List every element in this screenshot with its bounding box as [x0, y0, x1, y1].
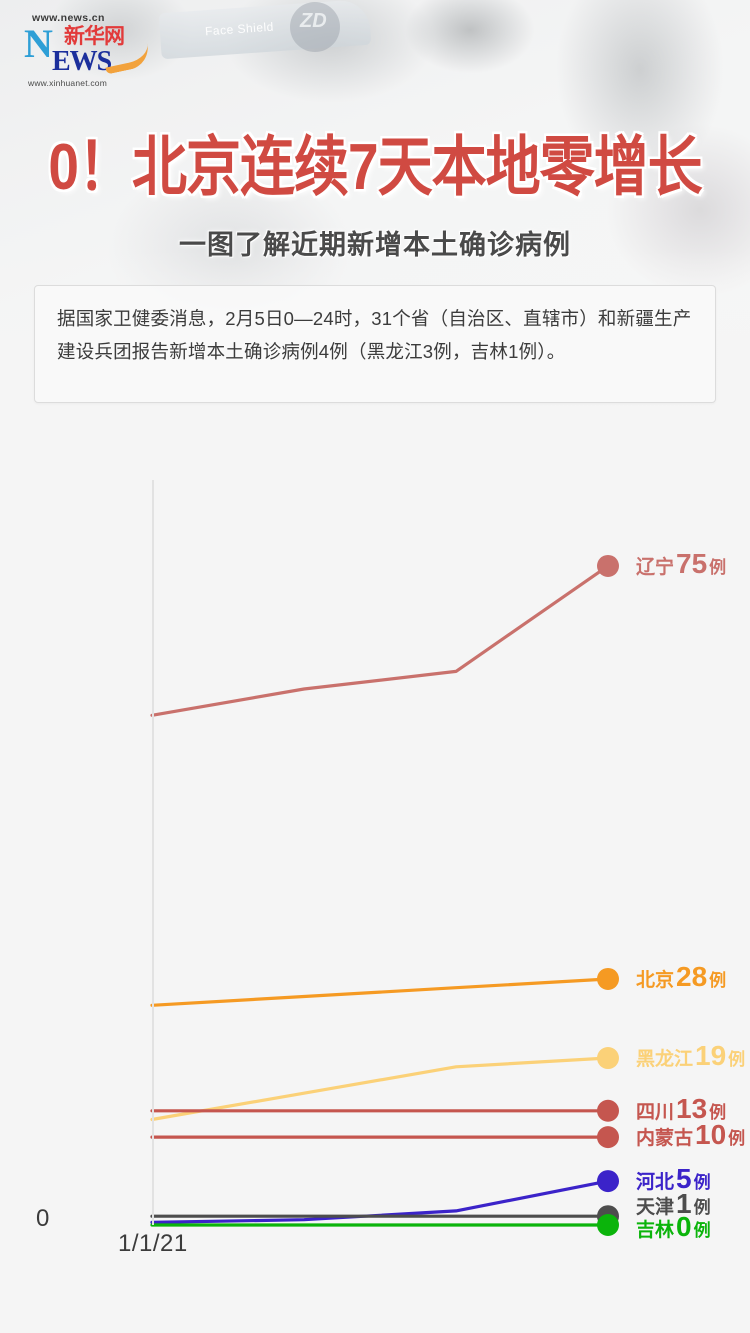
y-axis-line: [152, 480, 154, 1225]
series-unit: 例: [709, 970, 727, 990]
logo-chinese-name: 新华网: [64, 25, 125, 48]
series-endpoint-dot-2: [597, 1047, 619, 1070]
series-unit: 例: [728, 1129, 746, 1149]
page-title: 0！北京连续7天本地零增长: [48, 130, 702, 204]
series-label-河北: 河北5 例: [636, 1165, 711, 1193]
series-value: 0: [676, 1211, 692, 1242]
series-endpoint-dot-3: [597, 1099, 619, 1122]
logo-url-bottom: www.xinhuanet.com: [28, 78, 107, 88]
logo-letters-ews: EWS: [52, 46, 112, 77]
chart-plot-area: [150, 554, 619, 1236]
series-name: 吉林: [636, 1220, 675, 1241]
series-endpoint-dot-1: [597, 967, 619, 990]
series-endpoint-dot-5: [597, 1170, 619, 1193]
logo-url-top: www.news.cn: [32, 12, 105, 24]
summary-card: 据国家卫健委消息，2月5日0—24时，31个省（自治区、直辖市）和新疆生产建设兵…: [34, 285, 716, 403]
series-value: 1: [676, 1188, 692, 1220]
series-name: 天津: [636, 1197, 675, 1219]
series-label-内蒙古: 内蒙古10 例: [636, 1121, 745, 1149]
series-label-吉林: 吉林0 例: [636, 1213, 711, 1241]
series-line-0: [150, 564, 610, 717]
series-unit: 例: [709, 1102, 727, 1122]
series-value: 13: [676, 1092, 708, 1124]
series-endpoint-dot-4: [597, 1126, 619, 1149]
series-value: 10: [695, 1119, 727, 1151]
page-subtitle: 一图了解近期新增本土确诊病例: [179, 230, 571, 260]
series-label-黑龙江: 黑龙江19 例: [636, 1042, 745, 1070]
y-axis-zero-label: 0: [36, 1205, 50, 1232]
series-label-辽宁: 辽宁75 例: [636, 547, 727, 579]
series-name: 内蒙古: [636, 1128, 694, 1150]
series-endpoint-dot-7: [597, 1214, 619, 1236]
xinhua-logo[interactable]: www.news.cn N 新华网 EWS www.xinhuanet.com: [20, 12, 152, 92]
series-value: 75: [676, 547, 708, 579]
series-label-北京: 北京28 例: [636, 960, 727, 992]
summary-text: 据国家卫健委消息，2月5日0—24时，31个省（自治区、直辖市）和新疆生产建设兵…: [57, 308, 692, 362]
series-name: 北京: [636, 969, 675, 991]
line-chart: 0 1/1/21 辽宁75 例北京28 例黑龙江19 例四川13 例内蒙古10 例河北5 例…: [0, 430, 750, 1333]
series-line-2: [150, 1056, 610, 1122]
series-name: 辽宁: [636, 556, 675, 578]
series-label-四川: 四川13 例: [636, 1092, 727, 1124]
series-endpoint-dot-0: [597, 554, 619, 577]
series-unit: 例: [728, 1050, 746, 1070]
series-unit: 例: [693, 1173, 711, 1193]
series-value: 19: [695, 1040, 727, 1072]
series-unit: 例: [693, 1221, 711, 1240]
series-line-1: [150, 977, 610, 1007]
product-badge-circle: [290, 2, 340, 52]
series-name: 黑龙江: [636, 1049, 694, 1071]
series-name: 河北: [636, 1172, 675, 1194]
x-axis-tick-label: 1/1/21: [118, 1230, 188, 1257]
product-badge-text: ZD: [300, 10, 327, 32]
series-value: 5: [676, 1163, 692, 1195]
series-unit: 例: [693, 1198, 711, 1218]
series-value: 28: [676, 960, 708, 992]
logo-letter-n: N: [24, 21, 53, 66]
series-name: 四川: [636, 1101, 675, 1123]
series-label-天津: 天津1 例: [636, 1190, 711, 1218]
series-unit: 例: [709, 557, 727, 577]
